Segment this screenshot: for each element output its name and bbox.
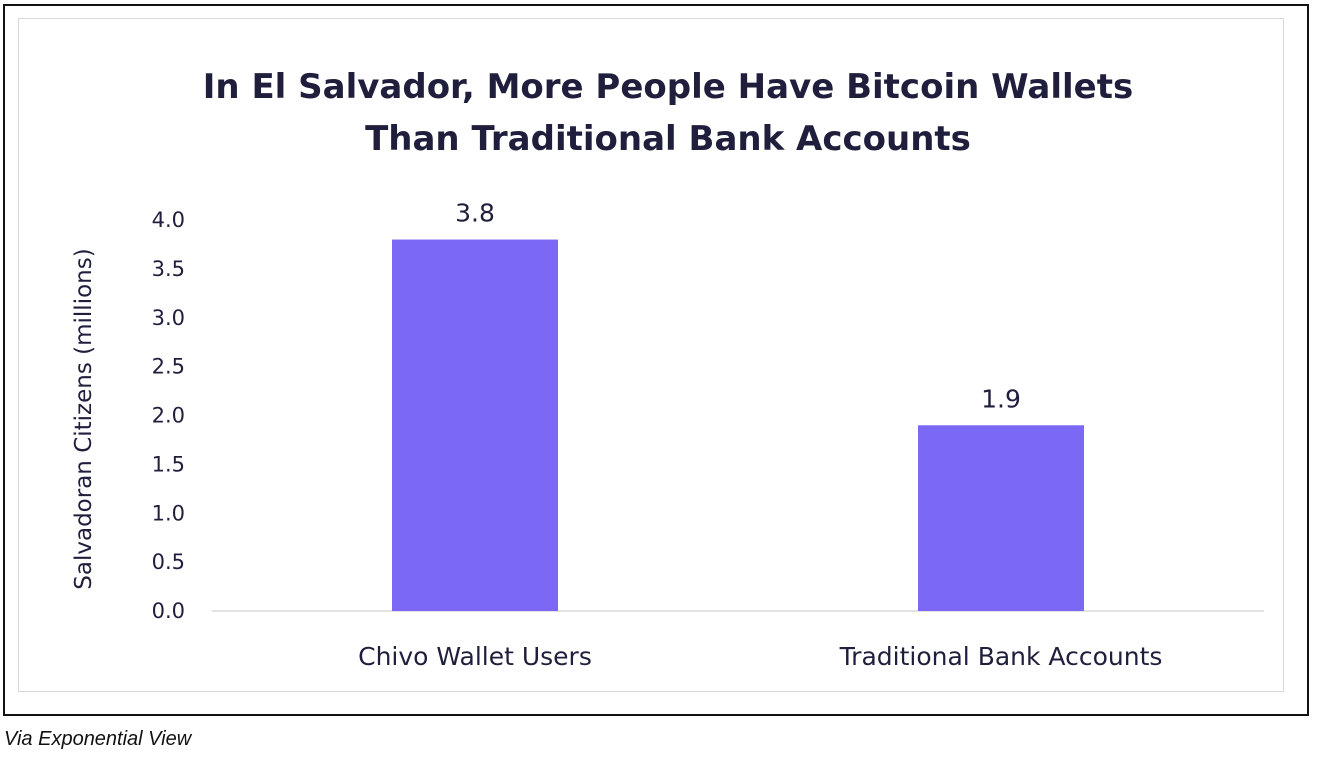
source-note: Via Exponential View [4,728,192,750]
x-category-label: Traditional Bank Accounts [839,642,1163,671]
y-tick-label: 0.0 [152,599,185,623]
value-labels-group: 3.8 1.9 [455,199,1021,414]
y-tick-label: 0.5 [152,550,185,574]
y-axis-ticks: 0.0 0.5 1.0 1.5 2.0 2.5 3.0 3.5 4.0 [152,208,185,623]
y-tick-label: 1.0 [152,501,185,525]
bar [918,425,1084,611]
y-tick-label: 1.5 [152,452,185,476]
x-category-label: Chivo Wallet Users [358,642,592,671]
bars-group [392,239,1084,612]
y-tick-label: 2.5 [152,355,185,379]
chart-title-line-1: In El Salvador, More People Have Bitcoin… [203,67,1133,107]
y-tick-label: 2.0 [152,404,185,428]
bar-value-label: 3.8 [455,199,495,228]
bar-chart: In El Salvador, More People Have Bitcoin… [71,67,1264,671]
bar [392,239,558,612]
chart-title-line-2: Than Traditional Bank Accounts [365,119,971,159]
y-axis-label: Salvadoran Citizens (millions) [71,248,97,589]
y-tick-label: 3.0 [152,306,185,330]
y-tick-label: 3.5 [152,257,185,281]
category-labels-group: Chivo Wallet Users Traditional Bank Accou… [358,642,1162,671]
bar-value-label: 1.9 [981,384,1021,413]
y-tick-label: 4.0 [152,208,185,232]
